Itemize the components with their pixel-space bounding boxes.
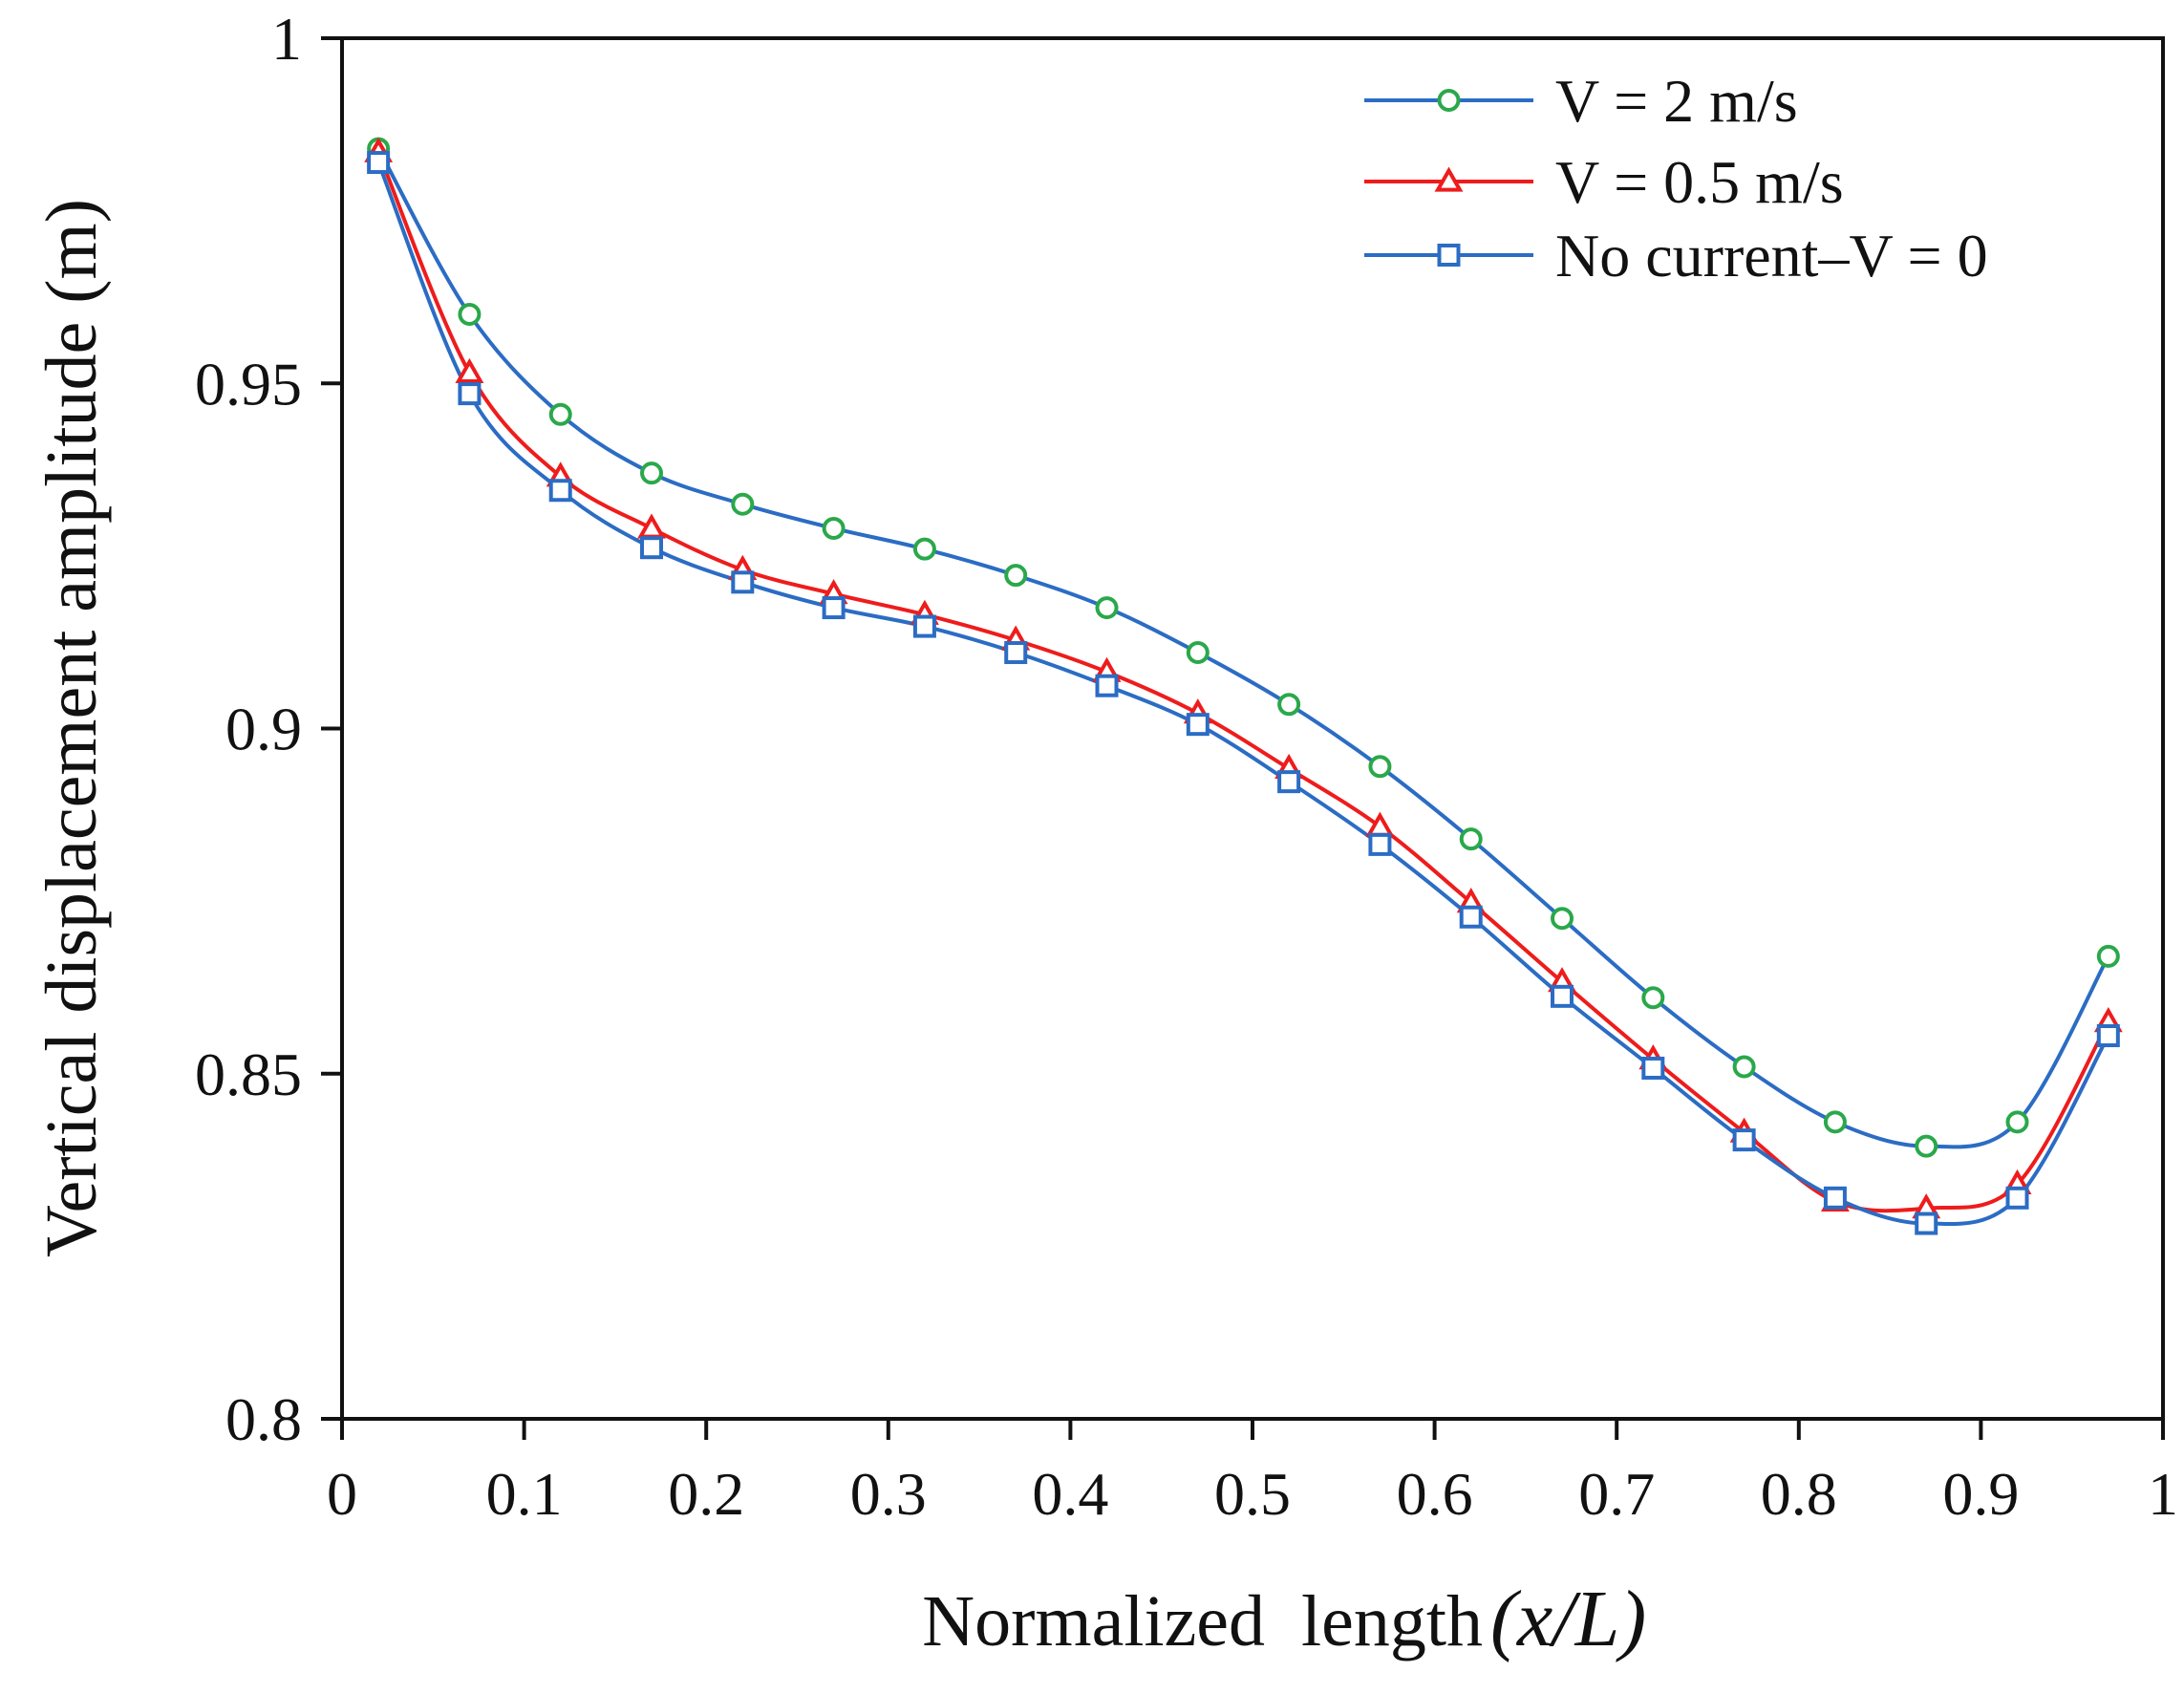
legend-label: V = 0.5 m/s: [1555, 148, 1844, 216]
data-point-circle: [822, 516, 846, 540]
y-axis: 0.8 0.85 0.9 0.95 1: [195, 5, 342, 1453]
data-point-circle: [912, 537, 936, 561]
series-line-triangle: [376, 151, 2110, 1213]
data-point-square: [1095, 674, 1119, 697]
data-point-square: [548, 479, 572, 503]
y-tick-label: 0.9: [225, 696, 302, 763]
y-tick-label: 0.95: [195, 350, 302, 418]
x-tick-label: 0.2: [668, 1460, 744, 1528]
data-point-square: [1186, 713, 1210, 737]
data-point-triangle: [1365, 811, 1395, 837]
data-point-circle: [1915, 1134, 1938, 1158]
legend-marker-circle: [1437, 89, 1461, 112]
x-tick-label: 0: [327, 1460, 357, 1528]
data-point-circle: [1823, 1110, 1847, 1134]
legend-label: No current–V = 0: [1555, 222, 1988, 289]
series-layer: [364, 137, 2123, 1235]
data-point-square: [367, 151, 391, 175]
data-point-square: [1277, 770, 1301, 794]
x-tick-label: 0.5: [1214, 1460, 1291, 1528]
data-point-circle: [1277, 693, 1301, 717]
x-tick-label: 0.3: [850, 1460, 927, 1528]
x-axis-title: Normalized length: [922, 1581, 1483, 1662]
legend-label: V = 2 m/s: [1555, 67, 1798, 135]
data-point-square: [2096, 1024, 2120, 1048]
x-tick-label: 0.7: [1578, 1460, 1655, 1528]
data-point-circle: [548, 402, 572, 426]
data-point-triangle: [455, 357, 484, 384]
x-tick-label: 0.4: [1032, 1460, 1108, 1528]
data-point-circle: [1095, 596, 1119, 620]
data-point-circle: [1641, 986, 1665, 1010]
data-point-square: [640, 536, 664, 560]
data-point-square: [1459, 905, 1483, 929]
legend: V = 2 m/s V = 0.5 m/sNo current–V = 0: [1364, 67, 1988, 289]
data-point-square: [1004, 641, 1028, 665]
data-point-square: [2005, 1186, 2029, 1210]
data-point-circle: [1459, 827, 1483, 851]
data-point-circle: [1368, 755, 1392, 779]
x-tick-label: 0.6: [1397, 1460, 1473, 1528]
y-tick-label: 1: [271, 5, 302, 73]
data-point-square: [912, 614, 936, 638]
data-point-circle: [2096, 944, 2120, 968]
data-point-square: [1823, 1186, 1847, 1210]
series-line-square: [376, 161, 2110, 1226]
data-point-square: [1551, 984, 1574, 1008]
data-point-square: [1641, 1056, 1665, 1080]
data-point-square: [822, 596, 846, 620]
data-point-circle: [640, 461, 664, 485]
y-tick-label: 0.8: [225, 1385, 302, 1453]
series-line-circle: [376, 147, 2110, 1149]
data-point-circle: [1732, 1055, 1756, 1079]
y-tick-label: 0.85: [195, 1040, 302, 1108]
data-point-circle: [1186, 641, 1210, 665]
data-point-circle: [2005, 1110, 2029, 1134]
y-axis-title: Vertical displacement amplitude (m): [32, 199, 112, 1257]
x-tick-label: 0.1: [486, 1460, 563, 1528]
x-axis: 0 0.1 0.2 0.3 0.4 0.5 0.6 0.7 0.8 0.9 1: [327, 1419, 2178, 1528]
legend-marker-square: [1437, 244, 1461, 267]
data-point-triangle: [637, 513, 666, 539]
data-point-square: [1915, 1212, 1938, 1235]
data-point-circle: [731, 492, 755, 516]
x-tick-label: 0.9: [1942, 1460, 2019, 1528]
legend-marker-triangle: [1434, 166, 1464, 192]
data-point-circle: [1551, 907, 1574, 931]
data-point-circle: [1004, 564, 1028, 588]
data-point-square: [1732, 1128, 1756, 1152]
x-axis-symbol: (x/L): [1490, 1575, 1646, 1663]
data-point-square: [1368, 832, 1392, 856]
data-point-circle: [458, 303, 482, 326]
data-point-square: [458, 382, 482, 406]
data-point-square: [731, 570, 755, 594]
x-tick-label: 0.8: [1761, 1460, 1837, 1528]
x-tick-label: 1: [2148, 1460, 2178, 1528]
